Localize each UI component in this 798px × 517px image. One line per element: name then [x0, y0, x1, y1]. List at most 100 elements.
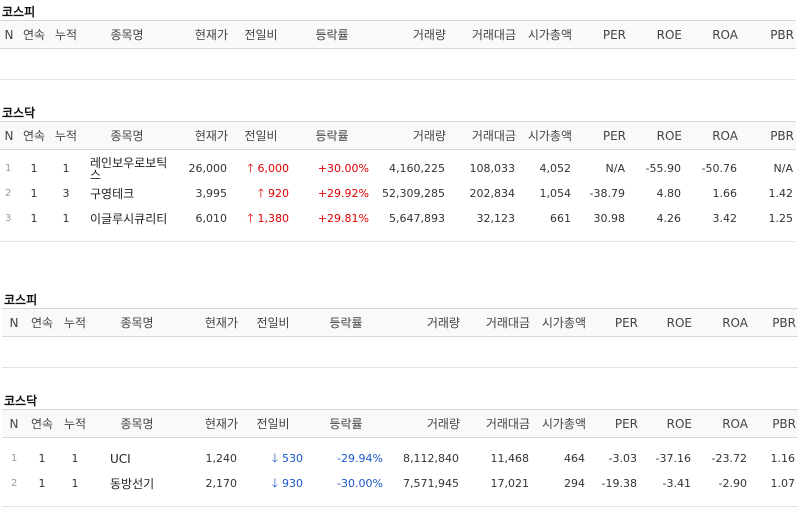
col-n: N — [0, 20, 18, 49]
per: -38.79 — [589, 186, 625, 200]
table-row[interactable]: 1 1 1 레인보우로보틱스 26,000 🡑 6,000 +30.00% 4,1… — [0, 156, 796, 181]
cumulative-days: 1 — [71, 476, 79, 490]
col-price: 현재가 — [172, 121, 230, 150]
cumulative-days: 1 — [71, 451, 79, 465]
table-row[interactable]: 2 1 3 구영테크 3,995 🡑 920 +29.92% 52,309,285… — [0, 181, 796, 206]
header-row: N 연속 누적 종목명 현재가 전일비 등락률 거래량 거래대금 시가총액 PE… — [0, 121, 796, 150]
col-market-cap: 시가총액 — [518, 20, 574, 49]
col-market-cap: 시가총액 — [518, 121, 574, 150]
trade-amount: 17,021 — [490, 476, 530, 490]
stock-name-link[interactable]: UCI — [110, 451, 131, 466]
header-row: N 연속 누적 종목명 현재가 전일비 등락률 거래량 거래대금 시가총액 PE… — [2, 308, 798, 337]
col-per: PER — [588, 409, 640, 438]
col-cumulative: 누적 — [58, 409, 92, 438]
col-diff: 전일비 — [240, 409, 306, 438]
change-value: 930 — [282, 477, 303, 490]
col-volume: 거래량 — [372, 20, 448, 49]
col-diff: 전일비 — [240, 308, 306, 337]
price-change: 🡑 1,380 — [230, 206, 292, 231]
price-change: 🡑 920 — [230, 181, 292, 206]
kosdaq-upper-section: 코스닥 N 연속 누적 종목명 현재가 전일비 등락률 거래량 거래대금 시가총… — [0, 105, 798, 242]
roa: 1.66 — [712, 186, 738, 200]
col-cumulative: 누적 — [50, 20, 82, 49]
up-arrow-icon: 🡑 — [247, 211, 254, 225]
row-number: 2 — [5, 187, 12, 199]
cumulative-days: 1 — [62, 211, 70, 225]
table-footer-line — [2, 496, 798, 507]
consecutive-days: 1 — [30, 161, 38, 175]
market-cap: 1,054 — [539, 186, 572, 200]
section-title: 코스피 — [4, 293, 38, 307]
roe: 4.26 — [656, 211, 682, 225]
kospi-upper-section: 코스피 N 연속 누적 종목명 현재가 전일비 등락률 거래량 거래대금 시가총… — [0, 4, 798, 80]
col-consecutive: 연속 — [18, 121, 50, 150]
change-rate: -29.94% — [337, 451, 383, 465]
consecutive-days: 1 — [30, 186, 38, 200]
col-price: 현재가 — [182, 308, 240, 337]
change-rate: +30.00% — [317, 161, 369, 175]
pbr: 1.25 — [768, 211, 794, 225]
pbr: N/A — [773, 161, 793, 175]
per: N/A — [605, 161, 625, 175]
roa: 3.42 — [712, 211, 738, 225]
col-roe: ROE — [628, 20, 684, 49]
change-value: 1,380 — [257, 212, 290, 225]
spacer-row — [2, 438, 798, 447]
trade-amount: 32,123 — [476, 211, 516, 225]
trade-amount: 11,468 — [490, 451, 530, 465]
table-row[interactable]: 3 1 1 이글루시큐리티 6,010 🡑 1,380 +29.81% 5,647… — [0, 206, 796, 231]
volume: 5,647,893 — [389, 211, 445, 225]
current-price: 3,995 — [195, 186, 228, 200]
price-change: 🡑 6,000 — [230, 156, 292, 181]
per: 30.98 — [593, 211, 626, 225]
stock-name-link[interactable]: 이글루시큐리티 — [90, 211, 168, 226]
pbr: 1.42 — [768, 186, 794, 200]
col-roa: ROA — [694, 409, 750, 438]
col-rate: 등락률 — [292, 121, 372, 150]
roe: -3.41 — [662, 476, 691, 490]
col-diff: 전일비 — [230, 121, 292, 150]
col-amount: 거래대금 — [462, 409, 532, 438]
empty-row — [2, 336, 798, 368]
col-roa: ROA — [684, 20, 740, 49]
price-change: 🡓 530 — [240, 446, 306, 471]
volume: 52,309,285 — [382, 186, 445, 200]
volume: 8,112,840 — [403, 451, 459, 465]
per: -19.38 — [601, 476, 637, 490]
up-arrow-icon: 🡑 — [247, 161, 254, 175]
kosdaq-upper-table: N 연속 누적 종목명 현재가 전일비 등락률 거래량 거래대금 시가총액 PE… — [0, 121, 796, 242]
col-amount: 거래대금 — [462, 308, 532, 337]
col-amount: 거래대금 — [448, 20, 518, 49]
col-cumulative: 누적 — [50, 121, 82, 150]
col-volume: 거래량 — [372, 121, 448, 150]
stock-name-link[interactable]: 동방선기 — [110, 476, 155, 491]
per: -3.03 — [608, 451, 637, 465]
col-diff: 전일비 — [230, 20, 292, 49]
trade-amount: 202,834 — [469, 186, 516, 200]
col-market-cap: 시가총액 — [532, 308, 588, 337]
section-title: 코스닥 — [4, 394, 38, 408]
roa: -23.72 — [711, 451, 747, 465]
col-n: N — [2, 308, 26, 337]
stock-name-link[interactable]: 구영테크 — [90, 186, 135, 201]
col-consecutive: 연속 — [18, 20, 50, 49]
col-roa: ROA — [694, 308, 750, 337]
market-cap: 464 — [564, 451, 585, 465]
col-per: PER — [588, 308, 640, 337]
col-roe: ROE — [628, 121, 684, 150]
up-arrow-icon: 🡑 — [257, 186, 264, 200]
pbr: 1.07 — [770, 476, 796, 490]
table-row[interactable]: 1 1 1 UCI 1,240 🡓 530 -29.94% 8,112,840 1… — [2, 446, 798, 471]
stock-name-link[interactable]: 레인보우로보틱스 — [90, 155, 168, 182]
change-rate: +29.81% — [317, 211, 369, 225]
col-amount: 거래대금 — [448, 121, 518, 150]
change-value: 6,000 — [257, 162, 290, 175]
col-roa: ROA — [684, 121, 740, 150]
col-name: 종목명 — [82, 121, 172, 150]
change-value: 530 — [282, 452, 303, 465]
table-row[interactable]: 2 1 1 동방선기 2,170 🡓 930 -30.00% 7,571,945 … — [2, 471, 798, 496]
section-title: 코스피 — [2, 5, 36, 19]
roe: -55.90 — [645, 161, 681, 175]
market-cap: 661 — [550, 211, 571, 225]
volume: 7,571,945 — [403, 476, 459, 490]
